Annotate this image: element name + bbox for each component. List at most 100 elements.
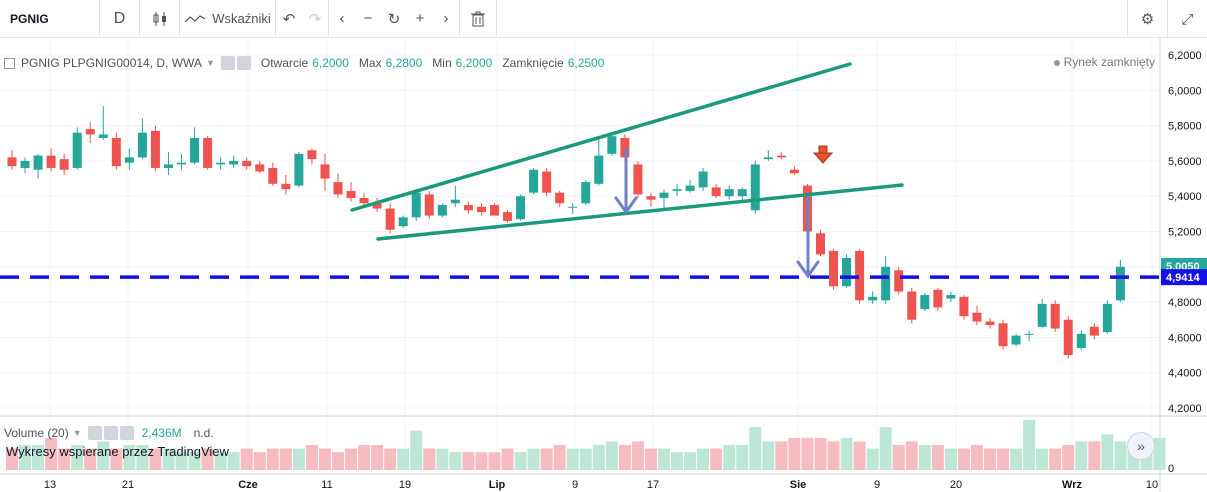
volume-bar [266, 448, 279, 470]
volume-bar [84, 448, 97, 470]
volume-menu-caret-icon[interactable]: ▼ [72, 428, 82, 438]
trash-icon[interactable] [460, 0, 496, 38]
candlestick-icon [153, 11, 166, 26]
indicator-wave-icon [184, 14, 206, 22]
redo-icon[interactable]: ↷ [308, 10, 322, 28]
candle-body [503, 212, 513, 221]
high-label: Max [358, 56, 382, 70]
volume-bar [332, 452, 344, 470]
reset-icon[interactable]: ↻ [387, 10, 401, 28]
lower-trendline[interactable] [376, 183, 904, 241]
volume-bar [1023, 420, 1036, 470]
volume-bar [879, 427, 892, 470]
volume-bar [475, 452, 488, 470]
volume-bar [788, 437, 801, 470]
candle-body [7, 157, 17, 167]
candle-body [972, 312, 982, 322]
fullscreen-icon[interactable]: ⤢ [1167, 0, 1207, 38]
volume-bar [175, 452, 188, 470]
time-axis-label: Lip [489, 479, 506, 491]
volume-bar [1101, 434, 1114, 470]
eye-icon[interactable] [220, 56, 235, 70]
volume-bar [710, 448, 723, 470]
series-settings-icon[interactable] [236, 56, 251, 70]
volume-bar [410, 430, 423, 470]
scroll-to-realtime-icon[interactable]: » [1127, 432, 1155, 460]
candle-body [476, 206, 486, 213]
volume-bar [397, 448, 410, 470]
candle-body [20, 160, 30, 168]
volume-bar [984, 448, 996, 470]
candle-body [1024, 333, 1034, 335]
candle-body [268, 167, 278, 184]
candle-body [111, 137, 121, 167]
volume-bar [631, 441, 644, 470]
price-axis-label: 6,2000 [1168, 50, 1202, 62]
volume-bar [944, 448, 957, 470]
candle-body [946, 295, 956, 299]
volume-close-icon[interactable] [119, 426, 134, 440]
volume-bar [423, 448, 436, 470]
candle-body [98, 134, 108, 138]
volume-bar [853, 441, 866, 470]
candle-body [659, 192, 669, 198]
sell-marker-arrow-head[interactable] [812, 152, 834, 164]
symbol-search-button[interactable]: PGNIG [0, 0, 100, 38]
candle-body [907, 291, 917, 320]
candle-body [203, 137, 213, 168]
volume-bar [449, 452, 462, 470]
volume-bar [997, 448, 1010, 470]
volume-bar [671, 452, 684, 470]
scroll-right-icon[interactable]: › [443, 10, 449, 27]
legend-collapse-icon[interactable] [4, 57, 15, 69]
zoom-in-icon[interactable]: + [415, 10, 425, 27]
measure-arrow-1-head[interactable] [614, 196, 638, 215]
interval-button[interactable]: D [100, 0, 140, 38]
measure-arrow-2-head[interactable] [796, 260, 820, 279]
volume-bar [318, 448, 331, 470]
zoom-out-icon[interactable]: − [363, 10, 373, 27]
candle-body [750, 164, 760, 211]
volume-bar [345, 448, 358, 470]
volume-bar [1153, 437, 1166, 470]
candle-body [529, 169, 539, 193]
volume-bar [253, 452, 266, 470]
candle-body [216, 162, 226, 165]
close-label: Zamknięcie [502, 56, 564, 70]
volume-bar [6, 448, 18, 470]
indicators-button[interactable]: Wskaźniki [180, 0, 276, 38]
chart-type-button[interactable] [140, 0, 180, 38]
volume-bar [762, 441, 775, 470]
price-axis-label: 5,6000 [1168, 156, 1202, 168]
candle-body [1102, 303, 1112, 333]
candle-body [1115, 266, 1125, 301]
candle-body [437, 205, 447, 216]
volume-title: Volume (20) [4, 426, 69, 440]
volume-eye-icon[interactable] [87, 426, 102, 440]
volume-bar [136, 445, 149, 470]
candle-body [33, 155, 43, 170]
candle-body [933, 289, 943, 308]
time-axis-label: Cze [238, 479, 258, 491]
settings-gear-icon[interactable]: ⚙ [1127, 0, 1167, 38]
scroll-left-icon[interactable]: ‹ [339, 10, 345, 27]
candle-body [294, 153, 304, 186]
volume-bar [462, 452, 475, 470]
candle-body [346, 190, 356, 198]
candle-body [594, 155, 604, 184]
volume-bar [866, 448, 879, 470]
volume-bar [905, 441, 918, 470]
volume-legend: Volume (20) ▼ 2,436M n.d. [4, 424, 214, 442]
undo-icon[interactable]: ↶ [282, 10, 296, 28]
volume-axis-label: 0 [1168, 463, 1174, 475]
price-axis-label: 4,6000 [1168, 332, 1202, 344]
candle-body [242, 160, 252, 167]
candle-body [72, 132, 82, 168]
series-menu-caret-icon[interactable]: ▼ [205, 58, 215, 68]
candle-body [489, 205, 499, 216]
volume-settings-icon[interactable] [103, 426, 118, 440]
upper-trendline[interactable] [350, 62, 852, 212]
time-axis-label: 10 [1146, 479, 1158, 491]
